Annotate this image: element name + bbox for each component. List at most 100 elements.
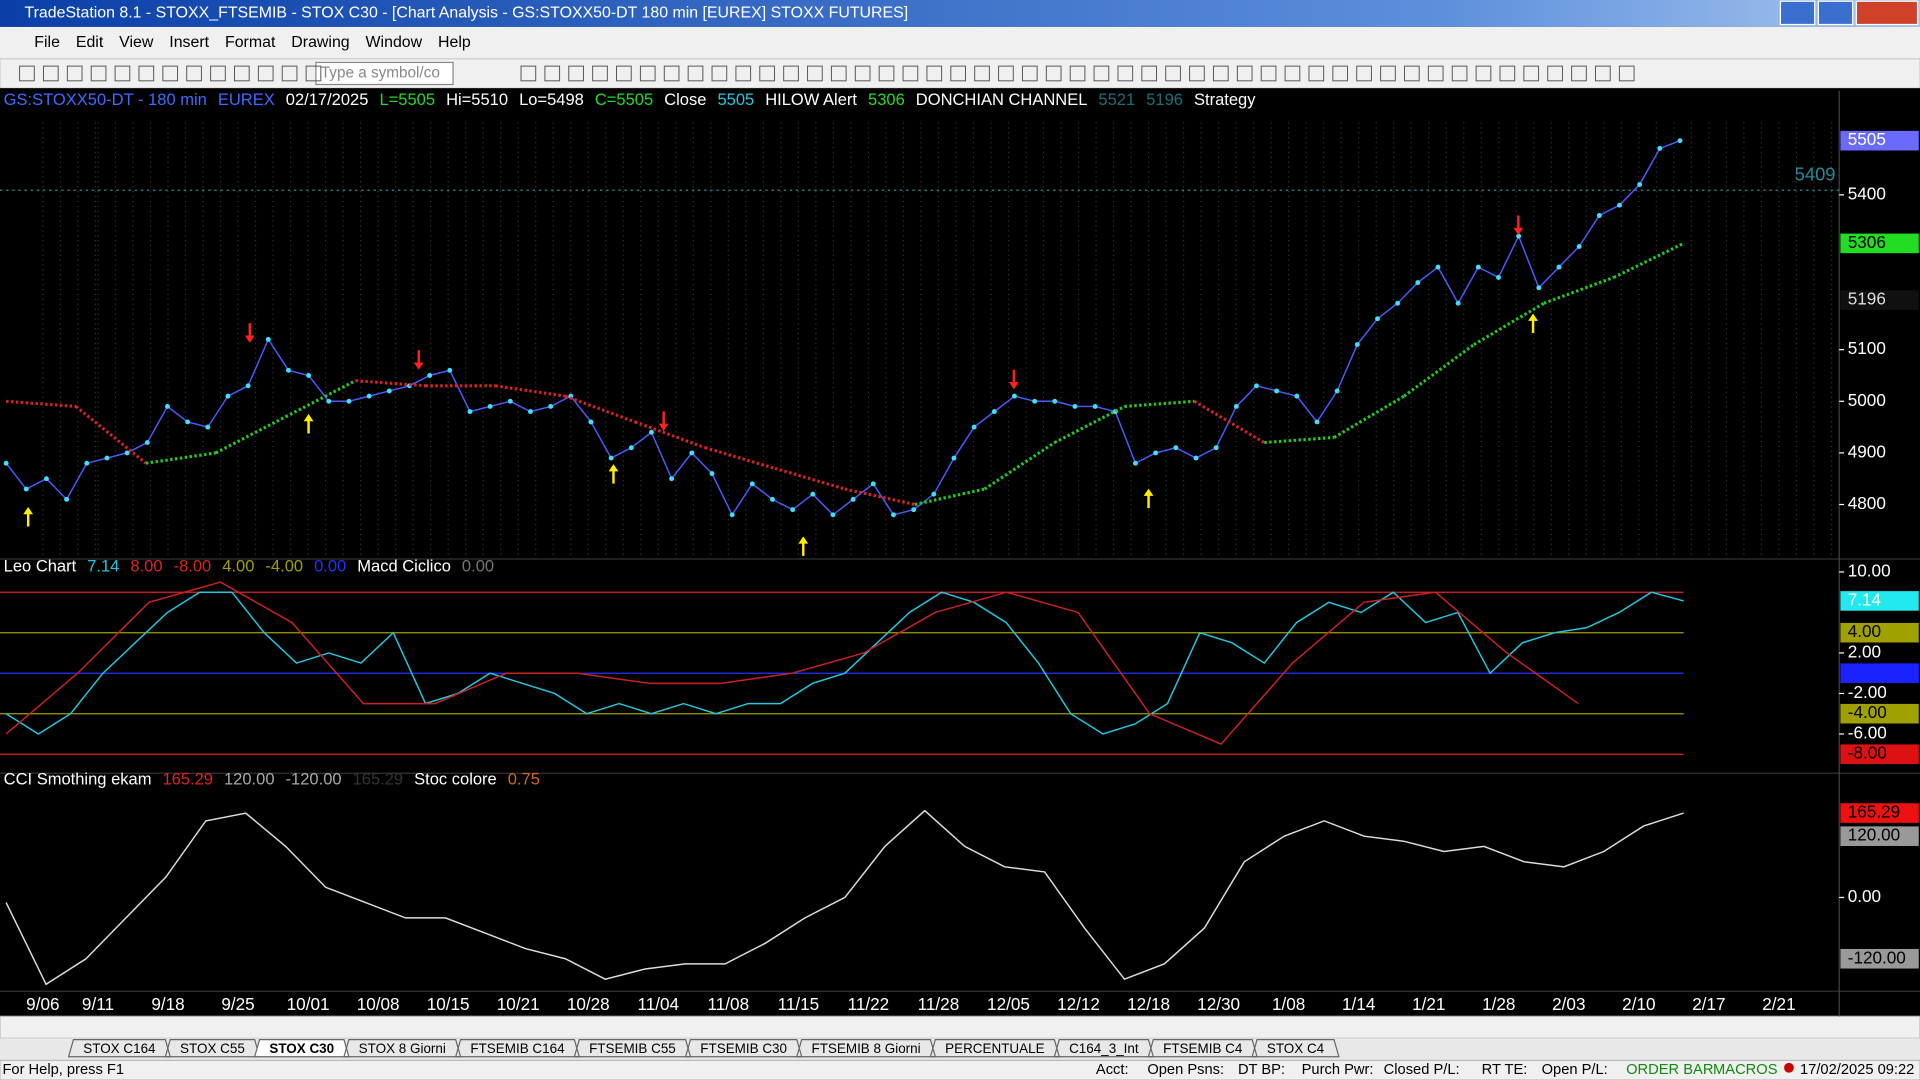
toolbar-icon[interactable]	[1260, 65, 1277, 82]
toolbar-icon[interactable]	[759, 65, 775, 82]
toolbar-icon[interactable]	[1308, 65, 1325, 82]
toolbar-icon[interactable]	[807, 65, 823, 82]
sheet-tab[interactable]: FTSEMIB C55	[589, 1041, 676, 1056]
sheet-tab[interactable]: FTSEMIB C30	[700, 1041, 787, 1056]
toolbar-icon[interactable]	[1165, 65, 1181, 82]
status-text: MACROS	[1713, 1062, 1778, 1078]
sheet-tab[interactable]: STOX C164	[83, 1041, 156, 1056]
toolbar-icon[interactable]	[1571, 65, 1587, 82]
toolbar-icon[interactable]	[1021, 65, 1038, 82]
toolbar-icon[interactable]	[162, 65, 179, 82]
close-button[interactable]	[1855, 0, 1919, 26]
menu-item[interactable]: Edit	[76, 34, 104, 51]
price-dot	[1032, 398, 1038, 404]
toolbar-icon[interactable]	[902, 65, 919, 82]
symbol-input[interactable]	[315, 61, 454, 86]
toolbar-icon[interactable]	[1117, 65, 1134, 82]
toolbar-icon[interactable]	[568, 65, 584, 82]
menu-item[interactable]: Insert	[169, 34, 209, 51]
sheet-tab[interactable]: STOX C55	[180, 1041, 245, 1056]
toolbar-icon[interactable]	[1595, 65, 1611, 82]
toolbar-icon[interactable]	[1093, 65, 1110, 82]
toolbar-icon[interactable]	[1356, 65, 1372, 82]
toolbar-icon[interactable]	[19, 65, 35, 82]
toolbar-icon[interactable]	[974, 65, 990, 82]
sheet-tab[interactable]: STOX C30	[269, 1041, 334, 1056]
toolbar-icon[interactable]	[1523, 65, 1540, 82]
toolbar-icon[interactable]	[66, 65, 83, 82]
toolbar-icon[interactable]	[42, 65, 59, 82]
toolbar-icon[interactable]	[1547, 65, 1563, 82]
price-dot	[165, 404, 170, 409]
menu-item[interactable]: Help	[438, 34, 471, 51]
toolbar-icon[interactable]	[854, 65, 871, 82]
date-label: 2/03	[1552, 994, 1585, 1014]
toolbar-icon[interactable]	[783, 65, 799, 82]
toolbar-icon[interactable]	[1618, 65, 1635, 82]
toolbar-icon[interactable]	[663, 65, 680, 82]
toolbar-icon[interactable]	[138, 65, 155, 82]
toolbar-icon[interactable]	[735, 65, 752, 82]
toolbar-icon[interactable]	[1236, 65, 1253, 82]
price-dot	[951, 455, 957, 461]
status-text: For Help, press F1	[2, 1062, 124, 1078]
toolbar-icon[interactable]	[998, 65, 1014, 82]
price-dot	[528, 409, 533, 415]
menu-item[interactable]: File	[34, 34, 60, 51]
toolbar-icon[interactable]	[592, 65, 608, 82]
sheet-tab[interactable]: FTSEMIB C4	[1163, 1041, 1243, 1056]
price-dot	[205, 424, 211, 430]
toolbar-icon[interactable]	[210, 65, 226, 82]
toolbar-icon[interactable]	[639, 65, 656, 82]
menu-item[interactable]: Format	[225, 34, 276, 51]
toolbar-icon[interactable]	[926, 65, 943, 82]
toolbar-icon[interactable]	[114, 65, 131, 82]
toolbar-icon[interactable]	[1212, 65, 1229, 82]
date-label: 11/15	[778, 994, 820, 1014]
sheet-tab[interactable]: PERCENTUALE	[945, 1041, 1044, 1056]
toolbar-icon[interactable]	[1451, 65, 1468, 82]
toolbar-icon[interactable]	[544, 65, 561, 82]
date-label: 10/15	[427, 994, 470, 1014]
toolbar-icon[interactable]	[1332, 65, 1349, 82]
menu-item[interactable]: View	[119, 34, 154, 51]
sheet-tab[interactable]: C164_3_Int	[1069, 1041, 1139, 1056]
toolbar-icon[interactable]	[687, 65, 704, 82]
toolbar-icon[interactable]	[234, 65, 250, 82]
price-dot	[1254, 383, 1259, 389]
toolbar-icon[interactable]	[281, 65, 298, 82]
toolbar-icon[interactable]	[90, 65, 107, 82]
maximize-button[interactable]	[1817, 0, 1854, 26]
menu-item[interactable]: Window	[366, 34, 423, 51]
toolbar-icon[interactable]	[830, 65, 847, 82]
toolbar-icon[interactable]	[186, 65, 202, 82]
minimize-button[interactable]	[1779, 0, 1816, 26]
toolbar-icon[interactable]	[1045, 65, 1062, 82]
axis-flag-label: 120.00	[1848, 825, 1900, 845]
price-dot	[1354, 342, 1360, 347]
toolbar-icon[interactable]	[1069, 65, 1086, 82]
toolbar-icon[interactable]	[520, 65, 537, 82]
toolbar-icon[interactable]	[1284, 65, 1301, 82]
menu-item[interactable]: Drawing	[291, 34, 349, 51]
toolbar-icon[interactable]	[1141, 65, 1158, 82]
y-tick-label: -6.00	[1848, 722, 1887, 742]
indicator-line	[5, 581, 1579, 745]
toolbar-icon[interactable]	[950, 65, 967, 82]
toolbar-icon[interactable]	[711, 65, 728, 82]
sheet-tab[interactable]: FTSEMIB C164	[470, 1041, 565, 1056]
toolbar-icon[interactable]	[1499, 65, 1516, 82]
sheet-tab[interactable]: STOX C4	[1267, 1041, 1325, 1056]
sheet-tab[interactable]: STOX 8 Giorni	[359, 1041, 446, 1056]
toolbar-icon[interactable]	[257, 65, 274, 82]
toolbar-icon[interactable]	[616, 65, 632, 82]
toolbar-icon[interactable]	[878, 65, 895, 82]
toolbar-icon[interactable]	[1475, 65, 1492, 82]
toolbar-icon[interactable]	[1189, 65, 1205, 82]
scrollbar[interactable]	[0, 1015, 1920, 1039]
toolbar-icon[interactable]	[1404, 65, 1420, 82]
toolbar-icon[interactable]	[1427, 65, 1444, 82]
toolbar-icon[interactable]	[305, 65, 322, 82]
sheet-tab[interactable]: FTSEMIB 8 Giorni	[811, 1041, 920, 1056]
toolbar-icon[interactable]	[1380, 65, 1396, 82]
